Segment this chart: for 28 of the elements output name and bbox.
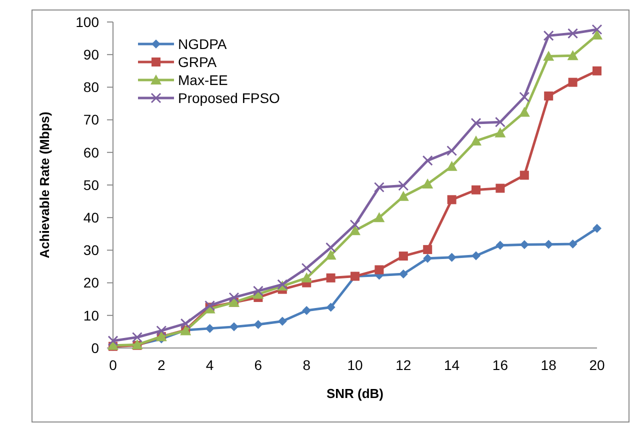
x-tick-label: 18 [540, 357, 557, 373]
y-tick-label: 80 [83, 79, 100, 96]
x-tick-label: 16 [492, 357, 508, 373]
legend-label: NGDPA [178, 36, 228, 52]
x-tick-label: 2 [158, 357, 166, 373]
x-tick-label: 0 [109, 357, 118, 373]
legend-label: GRPA [178, 54, 218, 70]
x-tick-label: 6 [254, 357, 262, 373]
y-tick-label: 100 [76, 14, 100, 30]
x-tick-label: 8 [302, 357, 311, 373]
x-tick-label: 10 [347, 357, 363, 373]
y-tick-label: 60 [83, 144, 100, 160]
x-axis-title: SNR (dB) [326, 386, 384, 401]
y-tick-label: 30 [83, 242, 100, 258]
y-axis-title: Achievable Rate (Mbps) [37, 112, 52, 258]
x-tick-label: 12 [396, 357, 412, 373]
y-tick-label: 40 [83, 210, 100, 226]
y-tick-label: 50 [83, 176, 100, 193]
x-tick-label: 20 [589, 357, 605, 373]
y-tick-label: 20 [83, 274, 100, 291]
x-tick-label: 14 [444, 357, 460, 373]
x-tick-label: 4 [206, 357, 214, 373]
y-tick-label: 0 [91, 340, 100, 356]
legend-label: Max-EE [178, 72, 228, 88]
y-tick-label: 10 [83, 307, 100, 324]
y-tick-label: 70 [83, 112, 100, 128]
legend-label: Proposed FPSO [178, 90, 280, 106]
y-tick-label: 90 [83, 46, 100, 62]
